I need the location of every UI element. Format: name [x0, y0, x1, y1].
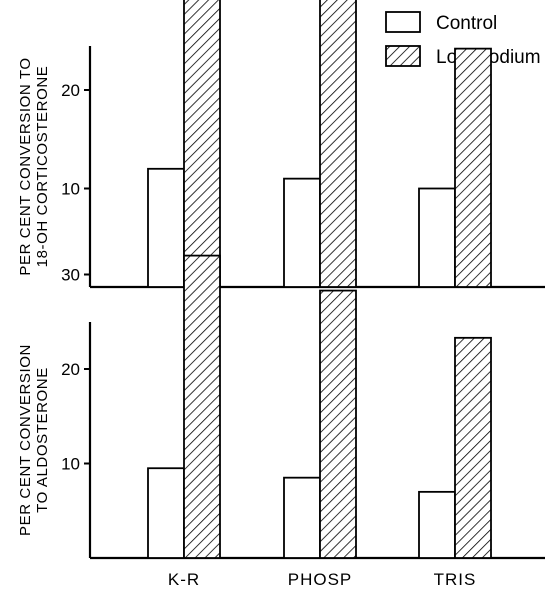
- bar-low-sodium-phosp: [319, 0, 357, 288]
- y-axis-label-line-2: 18-OH CORTICOSTERONE: [34, 66, 51, 268]
- bar-control-phosp: [283, 476, 321, 559]
- bar-low-sodium-phosp: [319, 289, 357, 559]
- legend-label-control: Control: [436, 13, 497, 34]
- y-axis-label-line-1: PER CENT CONVERSION TO: [17, 57, 34, 275]
- bar-control-phosp: [283, 177, 321, 288]
- bar-control-k-r: [147, 467, 185, 559]
- legend-swatch-control: [385, 11, 421, 33]
- y-axis-label-line-2: TO ALDOSTERONE: [34, 367, 51, 513]
- y-tick-label-10: 10: [61, 180, 80, 199]
- bar-control-tris: [418, 187, 456, 288]
- y-tick-label-20: 20: [61, 81, 80, 100]
- y-axis-label-line-1: PER CENT CONVERSION: [17, 344, 34, 536]
- x-category-label-phosp: PHOSP: [288, 570, 353, 589]
- bottom-panel-aldosterone: 10 20 30 PER CENT CONVERSION TO ALDOSTERONE: [17, 254, 545, 560]
- x-category-labels: K-R PHOSP TRIS: [168, 570, 477, 589]
- bar-control-tris: [418, 490, 456, 559]
- y-tick-label-20: 20: [61, 360, 80, 379]
- bar-control-k-r: [147, 167, 185, 288]
- legend-swatch-low-sodium: [385, 45, 421, 67]
- bar-low-sodium-tris: [454, 336, 492, 559]
- bar-low-sodium-k-r: [183, 254, 221, 559]
- y-tick-label-10: 10: [61, 455, 80, 474]
- y-tick-label-30: 30: [61, 0, 80, 2]
- bar-low-sodium-tris: [454, 47, 492, 288]
- y-tick-label-30: 30: [61, 266, 80, 285]
- x-category-label-k-r: K-R: [168, 570, 200, 589]
- bar-low-sodium-k-r: [183, 0, 221, 288]
- x-category-label-tris: TRIS: [434, 570, 477, 589]
